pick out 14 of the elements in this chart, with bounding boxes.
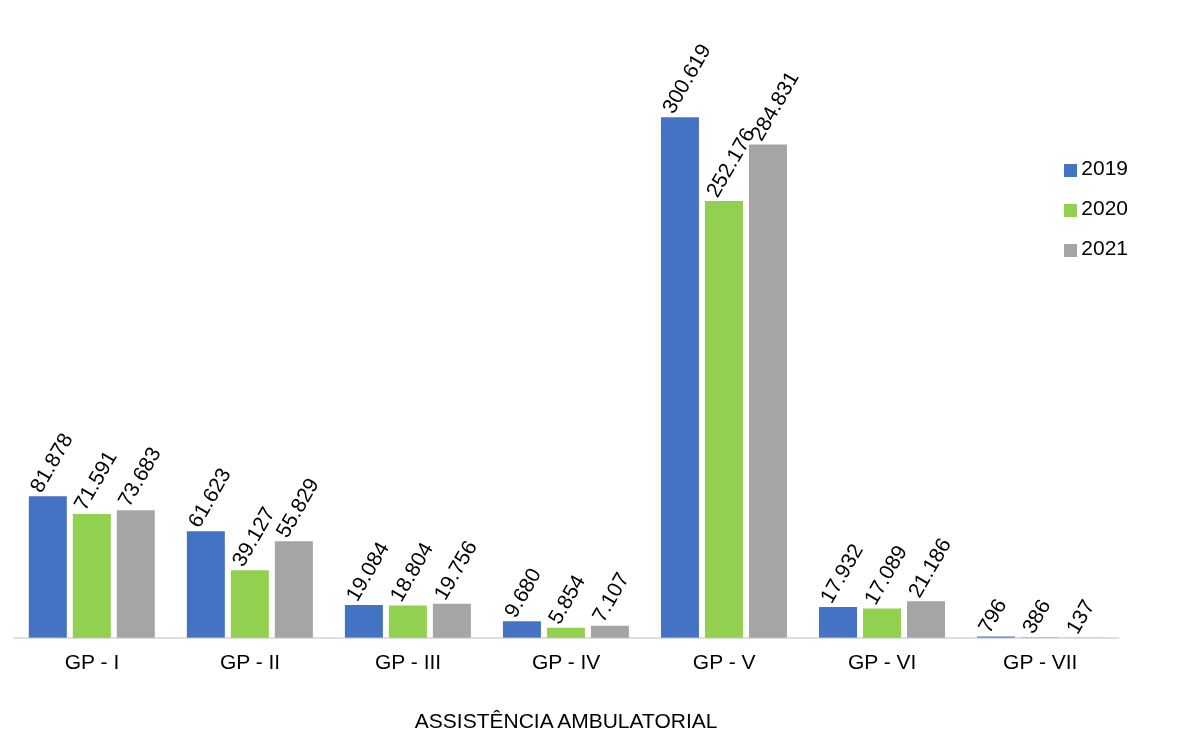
data-label: 386	[1017, 595, 1055, 638]
legend-label: 2020	[1081, 196, 1128, 219]
x-tick-label: GP - VI	[847, 649, 917, 673]
legend-label: 2021	[1081, 236, 1128, 259]
x-tick-label: GP - IV	[531, 649, 601, 673]
legend-label: 2019	[1081, 156, 1128, 179]
x-tick-label: GP - V	[692, 649, 756, 673]
data-label: 137	[1061, 595, 1099, 638]
x-tick-label: GP - I	[64, 649, 120, 673]
data-label: 796	[973, 594, 1011, 637]
x-tick-label: GP - III	[375, 649, 442, 673]
x-tick-label: GP - VII	[1003, 649, 1078, 673]
x-axis-title: ASSISTÊNCIA AMBULATORIAL	[414, 709, 718, 732]
x-tick-label: GP - II	[219, 649, 281, 673]
